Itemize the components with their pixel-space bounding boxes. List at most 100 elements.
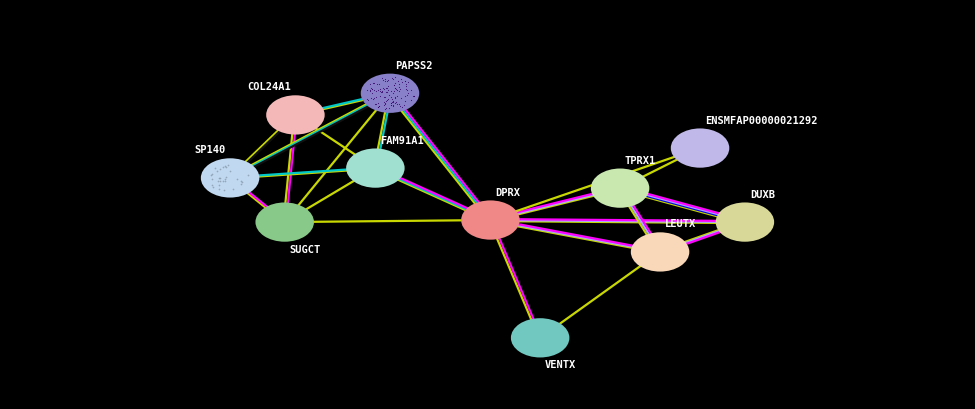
Point bbox=[212, 178, 227, 184]
Point bbox=[378, 98, 394, 104]
Point bbox=[379, 85, 395, 92]
Point bbox=[377, 94, 393, 100]
Ellipse shape bbox=[671, 128, 729, 168]
Point bbox=[359, 87, 374, 94]
Text: LEUTX: LEUTX bbox=[665, 220, 696, 229]
Point bbox=[385, 98, 401, 105]
Point bbox=[383, 101, 399, 108]
Point bbox=[380, 87, 396, 94]
Point bbox=[394, 95, 410, 101]
Point bbox=[393, 76, 409, 82]
Text: COL24A1: COL24A1 bbox=[247, 83, 291, 92]
Point bbox=[218, 164, 234, 170]
Point bbox=[389, 99, 405, 106]
Ellipse shape bbox=[511, 318, 569, 357]
Point bbox=[213, 175, 228, 182]
Point bbox=[208, 165, 223, 171]
Point bbox=[377, 78, 393, 84]
Text: DUXB: DUXB bbox=[750, 190, 775, 200]
Point bbox=[398, 92, 413, 99]
Point bbox=[399, 81, 414, 87]
Point bbox=[380, 92, 396, 99]
Point bbox=[378, 89, 394, 96]
Point bbox=[365, 80, 380, 87]
Point bbox=[204, 172, 219, 179]
Point bbox=[359, 95, 374, 102]
Point bbox=[364, 86, 379, 92]
Ellipse shape bbox=[266, 95, 325, 135]
Point bbox=[389, 93, 405, 100]
Point bbox=[379, 78, 395, 84]
Point bbox=[212, 182, 227, 189]
Text: FAM91A1: FAM91A1 bbox=[380, 136, 424, 146]
Ellipse shape bbox=[631, 232, 689, 272]
Point bbox=[370, 103, 385, 110]
Ellipse shape bbox=[591, 169, 649, 208]
Point bbox=[367, 87, 382, 94]
Point bbox=[219, 162, 235, 169]
Point bbox=[365, 85, 380, 92]
Point bbox=[386, 88, 402, 94]
Ellipse shape bbox=[255, 202, 314, 242]
Point bbox=[406, 93, 421, 99]
Point bbox=[370, 100, 386, 106]
Text: DPRX: DPRX bbox=[495, 188, 521, 198]
Point bbox=[368, 101, 383, 107]
Point bbox=[400, 87, 415, 93]
Point bbox=[371, 85, 387, 92]
Point bbox=[374, 89, 390, 95]
Point bbox=[205, 182, 220, 188]
Point bbox=[373, 88, 389, 95]
Point bbox=[371, 92, 387, 99]
Ellipse shape bbox=[361, 74, 419, 113]
Point bbox=[390, 87, 406, 93]
Point bbox=[377, 100, 393, 107]
Point bbox=[373, 74, 389, 81]
Point bbox=[379, 89, 395, 96]
Point bbox=[391, 101, 407, 107]
Point bbox=[400, 92, 415, 98]
Point bbox=[393, 103, 409, 110]
Point bbox=[215, 163, 231, 170]
Point bbox=[363, 88, 378, 94]
Text: SP140: SP140 bbox=[194, 146, 225, 155]
Ellipse shape bbox=[346, 148, 405, 188]
Point bbox=[400, 90, 415, 96]
Point bbox=[386, 81, 402, 88]
Point bbox=[391, 83, 407, 90]
Point bbox=[216, 178, 232, 184]
Point bbox=[375, 85, 391, 92]
Point bbox=[380, 83, 396, 90]
Point bbox=[212, 185, 227, 192]
Point bbox=[366, 95, 381, 101]
Point bbox=[376, 102, 392, 108]
Point bbox=[387, 80, 403, 86]
Point bbox=[376, 94, 392, 101]
Text: TPRX1: TPRX1 bbox=[625, 156, 656, 166]
Point bbox=[398, 77, 413, 84]
Point bbox=[233, 181, 249, 187]
Point bbox=[385, 76, 401, 83]
Point bbox=[369, 88, 384, 94]
Point bbox=[370, 104, 386, 110]
Point bbox=[206, 184, 221, 191]
Point bbox=[366, 96, 381, 103]
Ellipse shape bbox=[716, 202, 774, 242]
Point bbox=[370, 103, 386, 109]
Point bbox=[376, 85, 392, 92]
Point bbox=[371, 103, 387, 109]
Point bbox=[371, 88, 387, 94]
Point bbox=[233, 178, 249, 184]
Point bbox=[215, 178, 231, 184]
Point bbox=[378, 104, 394, 111]
Point bbox=[399, 83, 414, 89]
Point bbox=[371, 81, 387, 87]
Point bbox=[387, 85, 403, 91]
Point bbox=[389, 101, 405, 108]
Point bbox=[387, 74, 403, 81]
Point bbox=[368, 101, 383, 108]
Point bbox=[363, 87, 378, 93]
Point bbox=[218, 173, 234, 180]
Point bbox=[383, 99, 399, 106]
Point bbox=[370, 81, 385, 88]
